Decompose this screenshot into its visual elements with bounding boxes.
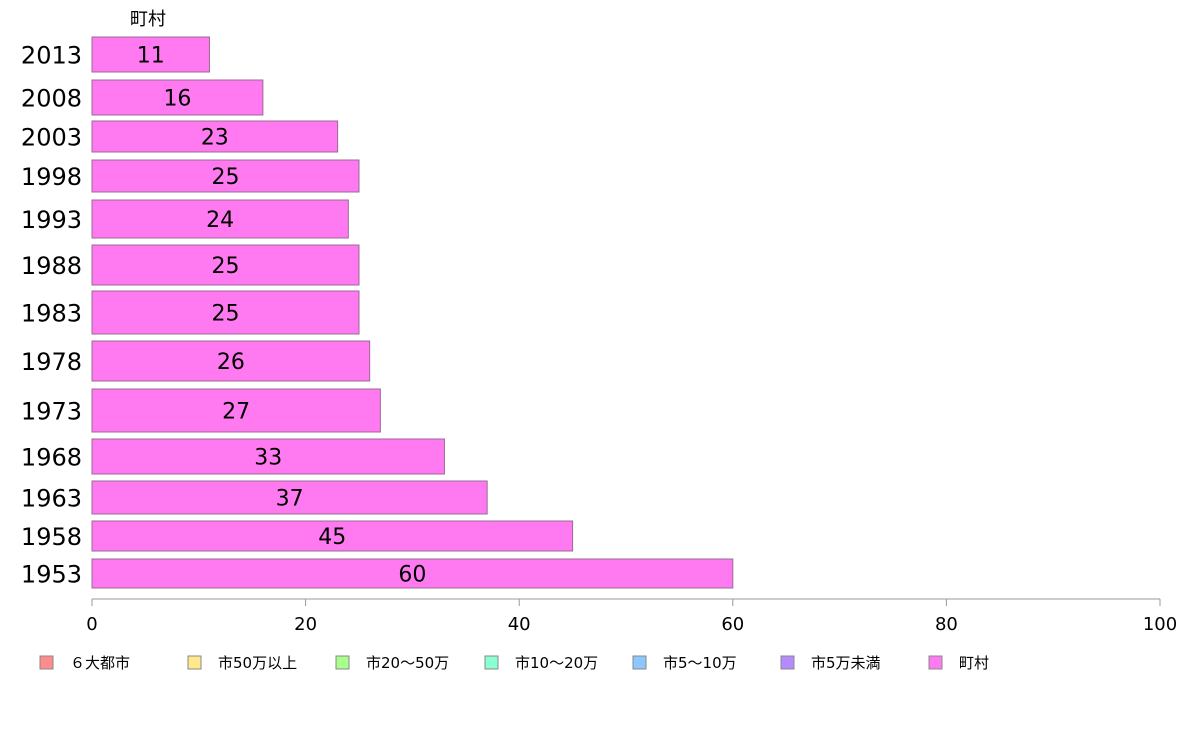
legend-label: 市5万未満 [811,654,881,672]
x-tick-label: 0 [86,614,97,635]
x-tick-label: 60 [721,614,744,635]
bar-2008 [91,79,264,116]
bar-1973 [91,388,381,433]
legend-swatch [187,655,202,670]
bar-2013 [91,36,210,73]
data-label: 16 [163,87,191,112]
legend-swatch [39,655,54,670]
series-label: 町村 [130,9,166,30]
data-label: 27 [222,400,250,425]
data-label: 23 [201,126,229,151]
legend-label: 市5～10万 [663,654,737,672]
legend: ６大都市 市50万以上 市20～50万 市10～20万 市5～10万 市5万未満 町村 [39,654,989,672]
legend-label: 市50万以上 [218,654,297,672]
bar-2003 [91,120,339,153]
data-label: 37 [276,487,304,512]
data-label: 33 [254,446,282,471]
bar-1963 [91,480,488,515]
x-tick-label: 20 [294,614,317,635]
category-label: 1978 [21,348,82,376]
bar-1958 [91,520,574,552]
category-label: 1998 [21,163,82,191]
data-label: 45 [318,525,346,550]
category-label: 2008 [21,85,82,113]
bar-1953 [91,558,734,589]
data-label: 25 [212,165,240,190]
category-label: 1963 [21,485,82,513]
legend-swatch [780,655,795,670]
legend-swatch [928,655,943,670]
category-label: 1988 [21,252,82,280]
bar-1978 [91,340,371,382]
legend-swatch [484,655,499,670]
category-label: 1983 [21,300,82,328]
data-label: 26 [217,350,245,375]
x-axis: 0 20 40 60 80 100 [86,598,1177,635]
legend-label: ６大都市 [70,654,130,672]
data-label: 25 [212,302,240,327]
x-tick-label: 80 [935,614,958,635]
x-tick-label: 100 [1143,614,1177,635]
bar-1968 [91,438,445,475]
category-label: 1973 [21,398,82,426]
bar-1998 [91,159,360,193]
legend-swatch [335,655,350,670]
category-label: 2013 [21,42,82,70]
legend-label: 市10～20万 [515,654,598,672]
bar-1993 [91,199,349,239]
category-label: 2003 [21,124,82,152]
bar-1988 [91,244,360,286]
data-label: 11 [137,44,165,69]
category-label: 1968 [21,444,82,472]
category-label: 1953 [21,561,82,589]
x-tick-label: 40 [508,614,531,635]
category-label: 1958 [21,523,82,551]
bar-1983 [91,290,360,335]
bars: 2013 11 2008 16 2003 23 1998 25 1993 24 1988 25 1983… [21,36,734,589]
data-label: 25 [212,254,240,279]
legend-label: 町村 [959,654,989,672]
data-label: 24 [206,208,234,233]
category-label: 1993 [21,206,82,234]
legend-swatch [632,655,647,670]
legend-label: 市20～50万 [366,654,449,672]
data-label: 60 [398,563,426,588]
